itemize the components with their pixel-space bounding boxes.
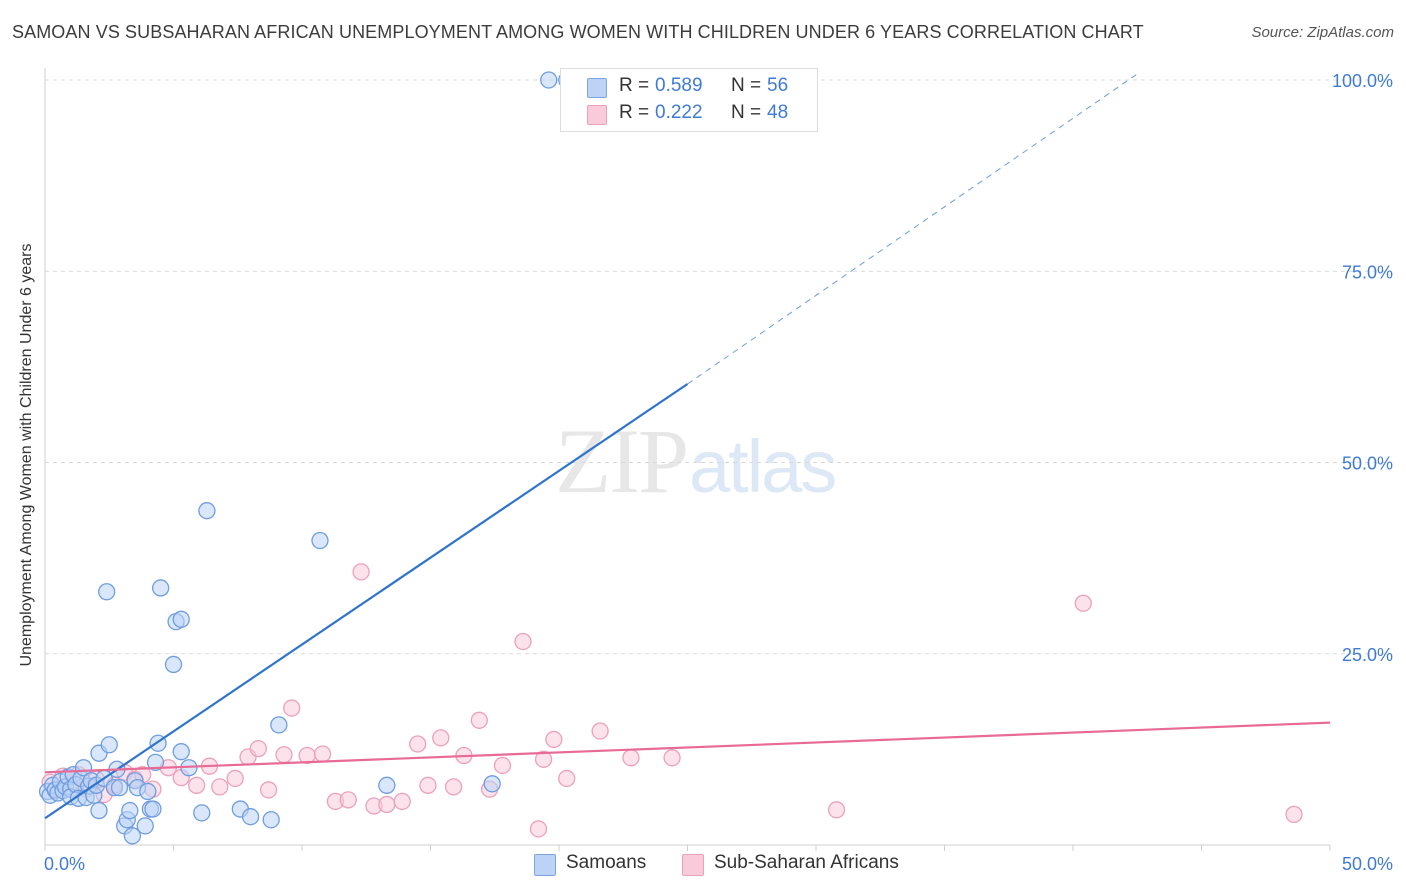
data-point-subsaharan	[275, 746, 293, 764]
legend-swatch-samoans	[587, 78, 607, 98]
data-point-samoans	[110, 778, 129, 797]
data-point-samoans	[100, 736, 118, 754]
data-point-subsaharan	[591, 722, 609, 740]
y-axis-label: Unemployment Among Women with Children U…	[18, 243, 35, 667]
data-point-subsaharan	[393, 792, 411, 811]
data-point-samoans	[144, 800, 162, 818]
data-point-subsaharan	[663, 749, 681, 767]
data-point-subsaharan	[432, 729, 450, 747]
trend-line-subsaharan	[44, 721, 1331, 774]
y-tick-label-75: 75.0%	[1342, 262, 1393, 282]
legend-n-label: N =	[731, 75, 762, 96]
data-point-samoans	[193, 804, 211, 822]
chart-title: SAMOAN VS SUBSAHARAN AFRICAN UNEMPLOYMEN…	[12, 22, 1144, 42]
data-point-subsaharan	[470, 711, 488, 729]
legend-n-label: N =	[731, 102, 762, 123]
data-point-samoans	[136, 817, 154, 835]
axes	[44, 68, 1331, 851]
data-point-subsaharan	[827, 801, 846, 819]
legend-r-value: 0.589	[655, 75, 703, 96]
tick-labels: 25.0% 50.0% 75.0% 100.0% 0.0% 50.0%	[44, 71, 1393, 874]
watermark-atlas: atlas	[689, 425, 837, 508]
data-point-samoans	[151, 579, 170, 597]
data-point-subsaharan	[249, 739, 267, 758]
legend-swatch-subsaharan	[682, 854, 704, 876]
data-point-samoans	[121, 801, 139, 820]
data-point-samoans	[311, 531, 329, 550]
data-point-subsaharan	[419, 776, 437, 794]
data-point-samoans	[90, 801, 108, 820]
data-point-samoans	[270, 716, 288, 734]
data-point-subsaharan	[1285, 805, 1303, 824]
data-point-samoans	[146, 753, 165, 772]
data-point-samoans	[172, 610, 190, 628]
data-point-subsaharan	[493, 756, 512, 775]
data-point-subsaharan	[226, 769, 244, 788]
data-point-samoans	[483, 775, 501, 793]
data-point-samoans	[241, 808, 260, 826]
data-point-samoans	[123, 827, 142, 845]
data-point-samoans	[198, 502, 216, 520]
x-tick-label-0: 0.0%	[44, 854, 85, 874]
y-tick-label-25: 25.0%	[1342, 645, 1393, 665]
data-point-subsaharan	[352, 563, 370, 581]
x-tick-label-50: 50.0%	[1342, 854, 1393, 874]
data-point-samoans	[98, 583, 116, 601]
legend-swatch-subsaharan	[587, 105, 607, 125]
legend-r-label: R =	[619, 75, 650, 96]
data-point-samoans	[164, 655, 183, 674]
data-point-samoans	[172, 743, 190, 761]
trend-lines	[44, 73, 1331, 820]
data-point-samoans	[139, 782, 157, 801]
data-point-subsaharan	[378, 795, 396, 814]
data-point-subsaharan	[545, 730, 563, 749]
trend-line-samoans-extrapolated	[687, 73, 1138, 385]
legend-n-value: 48	[767, 102, 789, 123]
legend-swatch-samoans	[534, 854, 556, 876]
legend-r-label: R =	[619, 102, 650, 123]
data-point-subsaharan	[622, 749, 640, 767]
y-tick-label-100: 100.0%	[1332, 71, 1393, 91]
grid-lines	[45, 79, 1390, 655]
series-samoans-points	[38, 71, 576, 845]
data-point-samoans	[262, 811, 280, 829]
data-point-samoans	[378, 776, 396, 794]
data-point-subsaharan	[187, 776, 206, 794]
data-point-subsaharan	[211, 778, 229, 796]
legend-label-samoans: Samoans	[566, 852, 647, 873]
y-tick-label-50: 50.0%	[1342, 454, 1393, 474]
data-point-subsaharan	[313, 745, 332, 763]
data-point-subsaharan	[408, 735, 427, 753]
data-point-subsaharan	[339, 791, 357, 809]
data-point-subsaharan	[534, 750, 553, 768]
data-point-subsaharan	[558, 769, 576, 788]
legend-label-subsaharan: Sub-Saharan Africans	[714, 852, 899, 873]
source-credit: Source: ZipAtlas.com	[1251, 24, 1394, 41]
trend-line-samoans	[44, 383, 689, 820]
data-point-subsaharan	[1074, 594, 1092, 612]
data-point-subsaharan	[529, 820, 548, 838]
legend-n-value: 56	[767, 75, 789, 96]
data-point-samoans-top	[540, 71, 558, 89]
series-subsaharan-points	[41, 563, 1303, 838]
legend-r-value: 0.222	[655, 102, 703, 123]
data-point-subsaharan	[514, 632, 532, 651]
data-point-subsaharan	[444, 778, 463, 796]
correlation-legend: R = 0.589 N = 56 R = 0.222 N = 48	[560, 68, 818, 132]
data-point-subsaharan	[283, 699, 301, 717]
data-point-subsaharan	[259, 781, 278, 799]
